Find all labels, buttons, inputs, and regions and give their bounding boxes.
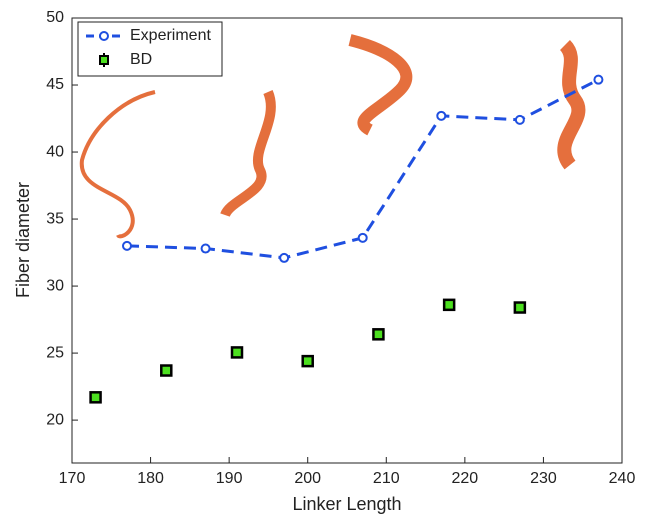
legend-swatch — [99, 31, 109, 41]
point — [301, 354, 314, 368]
x-axis-label: Linker Length — [292, 494, 401, 514]
legend: Experiment BD — [77, 21, 223, 77]
point — [122, 240, 132, 251]
y-tick-label: 35 — [46, 210, 64, 227]
y-tick-label: 45 — [46, 76, 64, 93]
series-line — [126, 78, 600, 260]
legend-swatch — [99, 55, 109, 65]
x-tick-label: 170 — [59, 470, 86, 487]
point — [442, 298, 456, 312]
x-tick-label: 210 — [373, 470, 400, 487]
point — [200, 243, 211, 254]
fiber-image — [348, 34, 413, 136]
decorations — [79, 34, 586, 239]
x-tick-label: 200 — [294, 470, 321, 487]
point — [230, 346, 244, 359]
y-tick-label: 20 — [46, 411, 64, 428]
y-tick-label: 50 — [46, 9, 64, 26]
point — [514, 114, 525, 125]
x-tick-label: 230 — [530, 470, 557, 487]
legend-label: BD — [130, 51, 152, 68]
point — [436, 110, 447, 121]
point — [89, 391, 102, 404]
x-tick-label: 190 — [216, 470, 243, 487]
y-axis-label: Fiber diameter — [13, 182, 33, 298]
y-tick-label: 25 — [46, 344, 64, 361]
point — [160, 364, 173, 377]
fiber-image — [557, 40, 586, 170]
plot-frame — [71, 17, 623, 464]
x-tick-label: 180 — [137, 470, 164, 487]
fiber-image — [220, 90, 276, 218]
y-tick-label: 30 — [46, 277, 64, 294]
point — [513, 301, 527, 314]
fiber-image — [79, 90, 156, 239]
point — [593, 74, 604, 85]
point — [279, 252, 290, 263]
point — [372, 328, 385, 341]
point — [357, 232, 368, 243]
legend-label: Experiment — [130, 27, 211, 44]
x-tick-label: 240 — [609, 470, 636, 487]
legend-box — [77, 21, 223, 77]
x-tick-label: 220 — [452, 470, 479, 487]
y-tick-label: 40 — [46, 143, 64, 160]
